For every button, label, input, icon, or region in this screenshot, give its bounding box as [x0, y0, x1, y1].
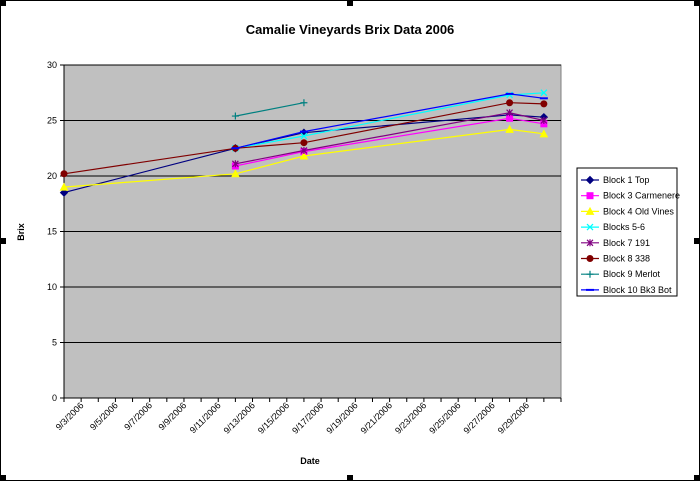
- series-line: [235, 117, 544, 167]
- data-point: [540, 89, 548, 97]
- data-point: [59, 188, 69, 197]
- resize-handle-bottom-right[interactable]: [694, 475, 700, 481]
- x-tick-label: 9/23/2006: [393, 400, 428, 435]
- resize-handle-top-middle[interactable]: [347, 0, 353, 6]
- data-point: [231, 160, 239, 168]
- series-block-8-338: [60, 99, 548, 178]
- legend-item: Blocks 5-6: [581, 222, 645, 232]
- legend-marker: [585, 206, 595, 215]
- data-point: [506, 109, 514, 117]
- data-point: [231, 112, 239, 120]
- series-line: [235, 93, 544, 149]
- series-block-4-old-vines: [59, 124, 549, 191]
- data-point: [59, 182, 69, 191]
- y-axis-title: Brix: [16, 223, 26, 241]
- axes: [60, 64, 562, 402]
- y-tick-label: 15: [47, 227, 57, 237]
- series-line: [235, 112, 545, 165]
- x-tick-label: 9/9/2006: [157, 400, 189, 432]
- y-tick-labels: 0 5 10 15 20 25 30: [47, 60, 57, 403]
- legend-item: Block 7 191: [581, 238, 650, 248]
- x-tick-label: 9/29/2006: [496, 400, 531, 435]
- y-tick-label: 25: [47, 116, 57, 126]
- legend-item: Block 1 Top: [581, 175, 649, 185]
- series-block-9-merlot: [231, 99, 308, 120]
- y-tick-label: 10: [47, 282, 57, 292]
- legend-item: Block 3 Carmenere: [581, 191, 680, 201]
- x-tick-label: 9/15/2006: [256, 400, 291, 435]
- data-point: [300, 132, 308, 140]
- legend-label: Block 8 338: [603, 254, 650, 264]
- series-line: [235, 92, 544, 149]
- grid-lines: [64, 64, 561, 343]
- legend-label: Block 4 Old Vines: [603, 206, 674, 216]
- legend-marker: [586, 192, 594, 200]
- x-tick-label: 9/27/2006: [461, 400, 496, 435]
- legend-marker: [586, 270, 594, 278]
- data-point: [231, 169, 240, 178]
- legend-item: Block 8 338: [581, 254, 650, 264]
- x-tick-label: 9/19/2006: [324, 400, 359, 435]
- x-tick-label: 9/7/2006: [122, 400, 154, 432]
- legend-item: Block 9 Merlot: [581, 269, 661, 279]
- data-point: [540, 100, 548, 108]
- x-axis-title: Date: [300, 456, 320, 466]
- data-point: [299, 151, 309, 160]
- legend-box: [576, 167, 678, 297]
- legend-label: Block 7 191: [603, 238, 650, 248]
- x-tick-label: 9/25/2006: [427, 400, 462, 435]
- y-tick-label: 5: [52, 338, 57, 348]
- legend-marker: [586, 255, 594, 262]
- x-tick-label: 9/11/2006: [188, 400, 223, 435]
- legend-item: Block 4 Old Vines: [581, 206, 674, 216]
- series-line: [235, 102, 305, 117]
- legend-label: Block 9 Merlot: [603, 269, 661, 279]
- data-point: [540, 117, 548, 124]
- legend-label: Block 3 Carmenere: [603, 191, 680, 201]
- chart-title: Camalie Vineyards Brix Data 2006: [246, 22, 455, 37]
- legend: Block 1 Top Block 3 Carmenere Block 4 Old …: [576, 167, 680, 297]
- legend-marker: [585, 175, 595, 185]
- y-tick-label: 20: [47, 171, 57, 181]
- legend-label: Block 1 Top: [603, 175, 649, 185]
- legend-item: Block 10 Bk3 Bot: [581, 285, 672, 295]
- series-block-7-191: [231, 109, 548, 168]
- resize-handle-middle-right[interactable]: [694, 238, 700, 244]
- data-point: [505, 124, 514, 133]
- x-tick-label: 9/3/2006: [54, 400, 86, 432]
- data-point: [300, 139, 308, 147]
- x-tick-label: 9/13/2006: [222, 400, 257, 435]
- resize-handle-middle-left[interactable]: [0, 238, 6, 244]
- y-tick-label: 0: [52, 393, 57, 403]
- legend-marker: [586, 239, 594, 247]
- data-point: [300, 99, 308, 107]
- resize-handle-top-left[interactable]: [0, 0, 6, 6]
- x-tick-label: 9/5/2006: [88, 400, 120, 432]
- data-point: [300, 146, 308, 154]
- series-lines: [59, 89, 549, 197]
- y-tick-label: 30: [47, 60, 57, 70]
- legend-label: Block 10 Bk3 Bot: [603, 285, 672, 295]
- resize-handle-bottom-middle[interactable]: [347, 475, 353, 481]
- resize-handle-top-right[interactable]: [694, 0, 700, 6]
- data-point: [506, 99, 514, 107]
- x-tick-label: 9/21/2006: [359, 400, 394, 435]
- legend-label: Blocks 5-6: [603, 222, 645, 232]
- legend-marker: [586, 223, 594, 231]
- x-tick-label: 9/17/2006: [290, 400, 325, 435]
- series-block-10-bk3-bot: [231, 92, 548, 150]
- x-tick-labels: 9/3/2006 9/5/2006 9/7/2006 9/9/2006 9/11/200…: [54, 400, 531, 435]
- data-point: [60, 170, 68, 178]
- resize-handle-bottom-left[interactable]: [0, 475, 6, 481]
- data-point: [539, 129, 549, 138]
